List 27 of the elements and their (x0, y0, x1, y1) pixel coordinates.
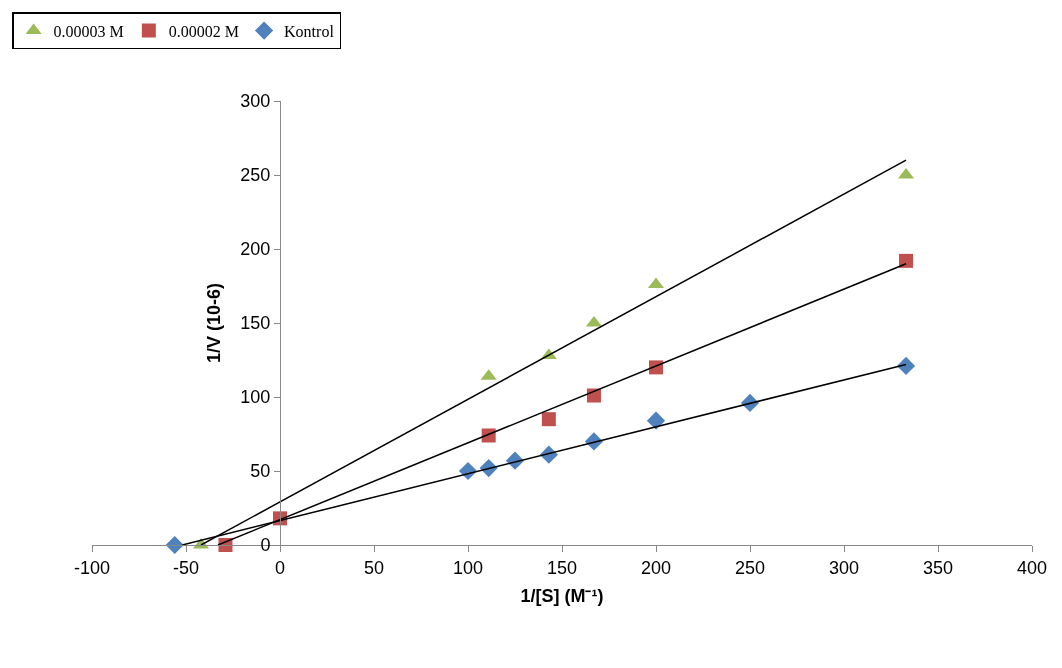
x-tick-label: 100 (452, 557, 484, 578)
y-tick-label: 0 (260, 535, 271, 556)
x-tick-label: 0 (274, 557, 286, 578)
x-tick-label: 400 (1016, 557, 1048, 578)
y-tick-label: 250 (240, 165, 271, 186)
y-axis-title: 1/V (10-6) (203, 282, 224, 364)
x-tick-label: 200 (640, 557, 672, 578)
x-tick-label: 350 (922, 557, 954, 578)
legend-label: 0.00002 M (168, 22, 240, 40)
point (896, 356, 916, 376)
x-tick-label: 300 (828, 557, 860, 578)
y-tick-label: 300 (240, 91, 271, 112)
x-tick-label: -50 (172, 557, 200, 578)
y-tick-label: 200 (240, 239, 271, 260)
x-tick-label: 150 (546, 557, 578, 578)
legend-label: 0.00003 M (53, 22, 124, 40)
x-tick-label: -100 (73, 557, 111, 578)
y-tick-label: 150 (240, 313, 271, 334)
x-axis-title: 1/[S] (M⁻¹) (520, 585, 604, 606)
y-tick-label: 100 (240, 387, 271, 408)
x-tick-label: 250 (734, 557, 766, 578)
point (541, 412, 556, 427)
point (646, 411, 666, 430)
y-tick-label: 50 (250, 461, 271, 482)
x-tick-label: 50 (363, 557, 385, 578)
legend-label: Kontrol (284, 22, 335, 40)
point (899, 253, 914, 268)
